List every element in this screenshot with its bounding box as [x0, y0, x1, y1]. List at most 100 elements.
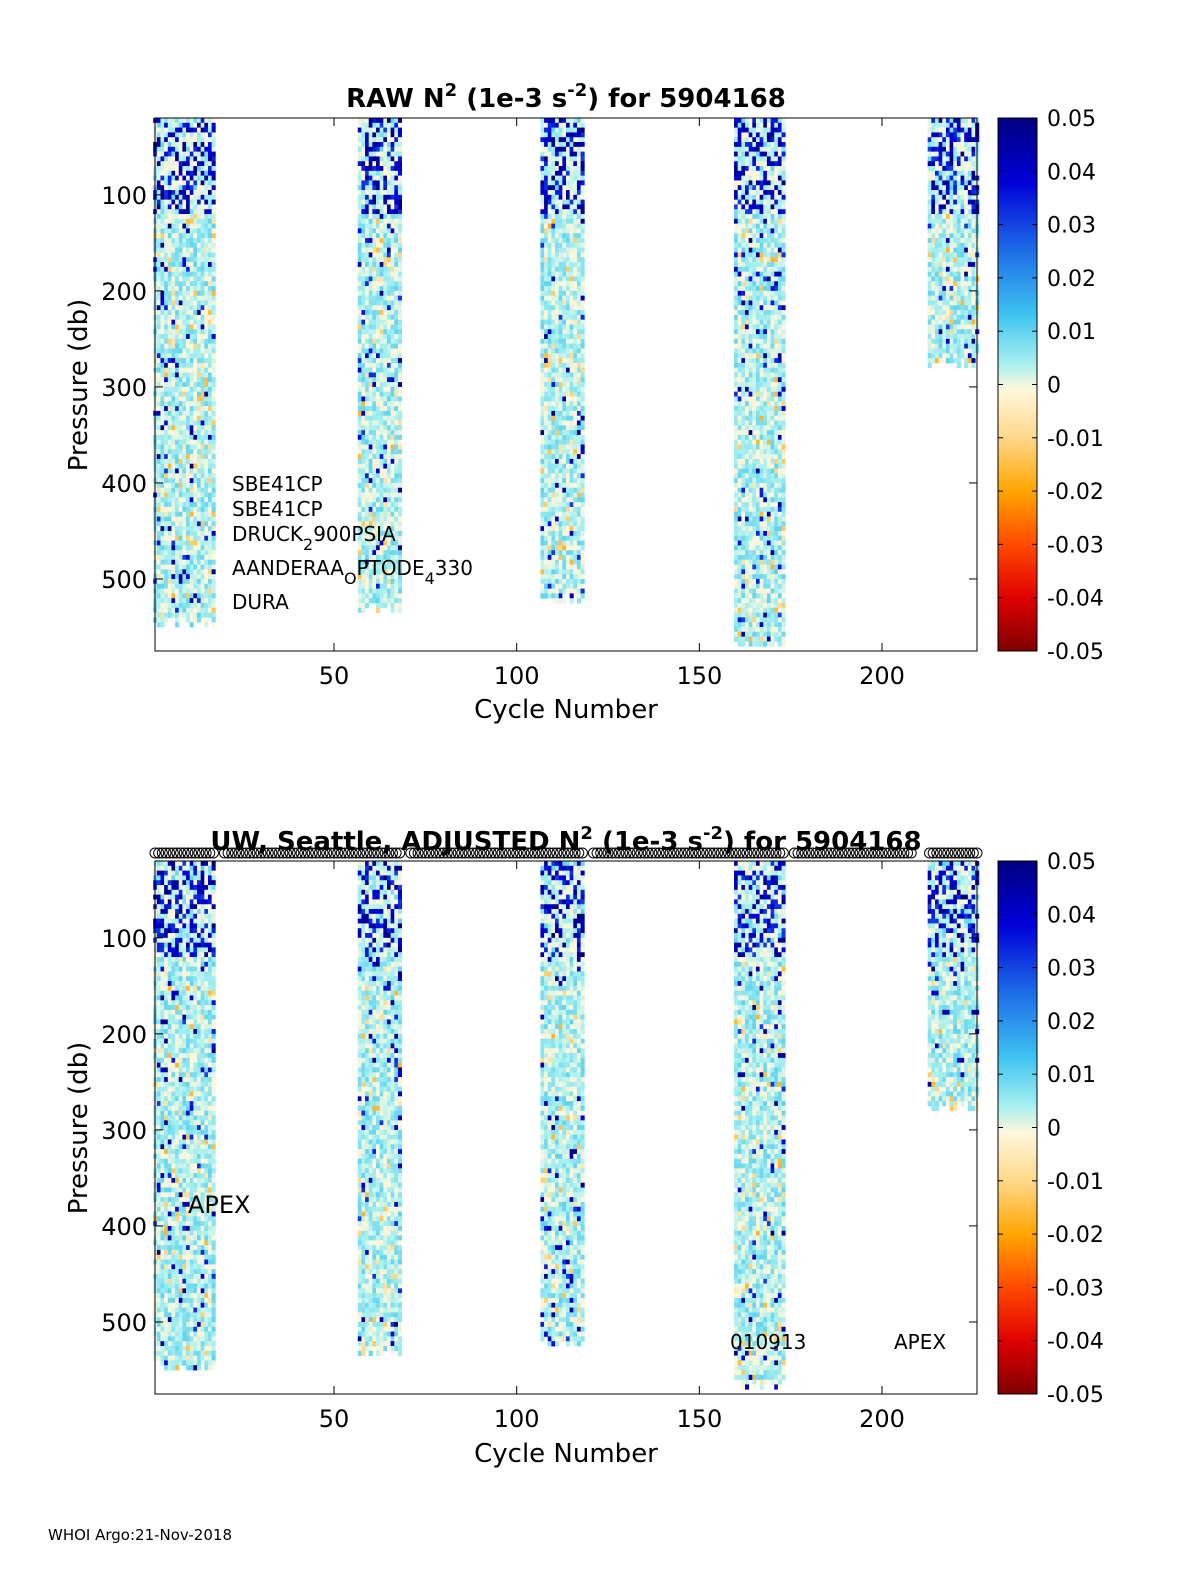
heatmap-cell [211, 617, 216, 623]
heatmap-cell [376, 137, 381, 143]
heatmap-cell [580, 401, 585, 407]
heatmap-cell [737, 540, 742, 546]
heatmap-cell [390, 502, 395, 508]
heatmap-cell [167, 180, 172, 186]
heatmap-cell [193, 569, 198, 575]
heatmap-cell [734, 506, 739, 513]
heatmap-cell [755, 180, 761, 186]
heatmap-cell [200, 511, 205, 517]
heatmap-cell [558, 314, 563, 321]
heatmap-cell [197, 415, 202, 421]
heatmap-cell [189, 233, 194, 239]
heatmap-cell [171, 266, 176, 273]
heatmap-cell [211, 487, 216, 493]
heatmap-cell [357, 146, 362, 153]
heatmap-cell [365, 564, 370, 570]
heatmap-cell [365, 175, 370, 181]
heatmap-cell [200, 396, 205, 402]
heatmap-cell [200, 257, 205, 263]
heatmap-cell [737, 521, 742, 527]
heatmap-cell [394, 569, 399, 575]
heatmap-cell [164, 473, 169, 479]
heatmap-cell [544, 516, 549, 522]
heatmap-cell [211, 410, 216, 417]
heatmap-cell [386, 194, 392, 201]
heatmap-cell [379, 214, 384, 220]
heatmap-cell [361, 266, 366, 273]
heatmap-cell [741, 391, 746, 397]
heatmap-cell [383, 300, 388, 306]
heatmap-cell [211, 166, 216, 172]
heatmap-cell [551, 492, 556, 498]
heatmap-cell [379, 420, 384, 426]
heatmap-cell [390, 377, 395, 383]
heatmap-cell [160, 214, 165, 220]
heatmap-cell [745, 334, 750, 340]
heatmap-cell [755, 588, 761, 594]
heatmap-cell [164, 367, 169, 373]
heatmap-cell [573, 161, 578, 167]
heatmap-cell [197, 170, 202, 177]
heatmap-cell [755, 473, 761, 479]
heatmap-cell [365, 132, 370, 138]
heatmap-cell [390, 262, 395, 268]
heatmap-cell [741, 204, 746, 210]
heatmap-cell [167, 492, 172, 498]
heatmap-cell [755, 564, 761, 570]
heatmap-cell [189, 454, 194, 460]
heatmap-cell [558, 137, 563, 143]
heatmap-cell [189, 252, 194, 258]
heatmap-cell [752, 526, 757, 532]
heatmap-cell [390, 266, 395, 273]
heatmap-cell [580, 372, 585, 378]
heatmap-cell [357, 204, 362, 210]
heatmap-cell [200, 161, 205, 167]
heatmap-cell [397, 396, 402, 402]
heatmap-cell [182, 300, 187, 306]
heatmap-cell [397, 266, 402, 273]
heatmap-cell [211, 161, 216, 167]
heatmap-cell [182, 578, 187, 585]
heatmap-cell [734, 132, 739, 138]
heatmap-cell [394, 122, 399, 128]
heatmap-cell [365, 156, 370, 162]
heatmap-cell [200, 482, 205, 489]
heatmap-cell [566, 478, 571, 484]
heatmap-cell [390, 194, 395, 201]
heatmap-cell [580, 185, 585, 191]
heatmap-cell [368, 199, 373, 205]
heatmap-cell [379, 449, 384, 455]
heatmap-cell [566, 266, 571, 273]
heatmap-cell [737, 602, 742, 609]
heatmap-cell [755, 334, 761, 340]
heatmap-cell [167, 257, 172, 263]
heatmap-cell [566, 540, 571, 546]
heatmap-cell [394, 473, 399, 479]
heatmap-cell [566, 367, 571, 373]
heatmap-cell [558, 535, 563, 541]
heatmap-cell [737, 559, 742, 565]
heatmap-cell [178, 588, 183, 594]
heatmap-cell [551, 324, 556, 330]
heatmap-cell [164, 506, 169, 513]
heatmap-cell [752, 142, 757, 148]
heatmap-cell [171, 276, 176, 282]
heatmap-cell [745, 574, 750, 580]
heatmap-cell [197, 324, 202, 330]
heatmap-cell [390, 545, 395, 551]
heatmap-cell [361, 276, 366, 282]
heatmap-cell [383, 487, 388, 493]
heatmap-cell [576, 463, 582, 469]
heatmap-cell [368, 218, 373, 225]
heatmap-cell [569, 434, 574, 441]
heatmap-cell [748, 545, 753, 551]
heatmap-cell [167, 238, 172, 244]
heatmap-cell [368, 122, 373, 128]
heatmap-cell [156, 497, 161, 503]
heatmap-cell [193, 142, 198, 148]
heatmap-cell [156, 454, 161, 460]
heatmap-cell [390, 122, 395, 128]
heatmap-cell [741, 257, 746, 263]
heatmap-cell [383, 214, 388, 220]
heatmap-cell [748, 343, 753, 349]
